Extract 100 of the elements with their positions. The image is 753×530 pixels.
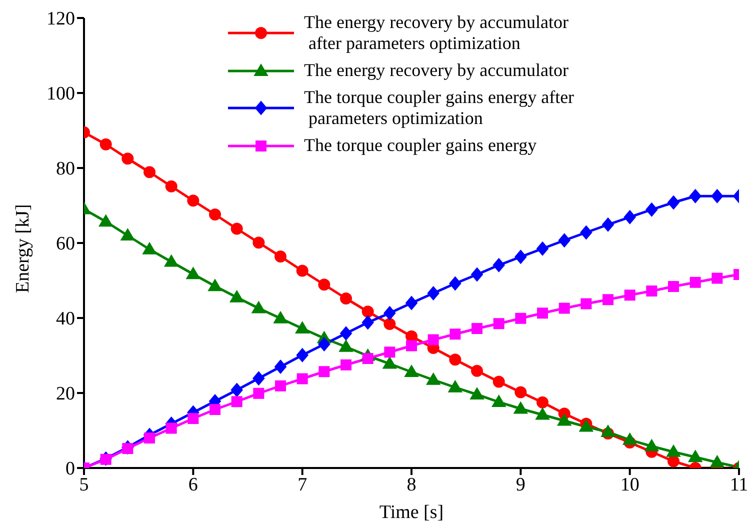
point (558, 302, 570, 314)
point (668, 196, 680, 210)
point (668, 455, 680, 468)
point (536, 396, 548, 408)
point (580, 226, 592, 240)
point (688, 450, 702, 462)
legend-label: The torque coupler gains energy after parameters optimization (304, 87, 574, 129)
point (296, 348, 308, 362)
point (144, 432, 155, 444)
legend-label: The energy recovery by accumulator (304, 60, 569, 81)
point (186, 267, 200, 280)
point (252, 301, 266, 314)
point (426, 372, 440, 385)
point (230, 383, 243, 397)
point (492, 258, 505, 272)
point (624, 290, 636, 301)
point (230, 222, 243, 235)
point (209, 208, 221, 220)
point (296, 264, 308, 277)
x-tick-label: 5 (79, 474, 89, 496)
point (165, 180, 178, 192)
point (274, 250, 286, 262)
point (712, 272, 723, 284)
x-axis-title: Time [s] (379, 502, 444, 523)
x-tick-label: 7 (298, 474, 308, 496)
point (471, 364, 483, 377)
point (339, 340, 353, 352)
point (274, 360, 286, 374)
point (514, 386, 527, 398)
point (536, 408, 550, 420)
point (362, 316, 374, 330)
point (144, 166, 156, 178)
point (624, 210, 636, 224)
point (492, 376, 505, 388)
point (384, 318, 396, 330)
point (668, 281, 679, 292)
point (295, 322, 310, 334)
point (318, 278, 330, 291)
point (689, 189, 702, 204)
point (666, 444, 680, 457)
point (210, 404, 220, 415)
point (711, 189, 724, 204)
point (558, 233, 570, 248)
point (274, 311, 288, 324)
point (644, 439, 659, 452)
point (100, 138, 112, 150)
point (646, 202, 658, 217)
y-tick-label: 120 (46, 8, 75, 30)
y-tick-label: 20 (56, 384, 75, 405)
point (406, 296, 418, 310)
point (164, 254, 178, 267)
point (514, 250, 527, 264)
legend-label: The torque coupler gains energy (304, 135, 537, 156)
y-axis-title: Energy [kJ] (12, 204, 34, 293)
x-tick-label: 8 (406, 474, 416, 496)
x-tick-label: 6 (188, 474, 198, 496)
y-tick-label: 60 (56, 234, 75, 255)
point (142, 242, 156, 254)
point (515, 312, 526, 324)
point (296, 373, 308, 384)
point (602, 294, 614, 306)
point (340, 326, 352, 340)
point (536, 242, 548, 256)
point (602, 218, 614, 232)
point (493, 318, 504, 330)
point (690, 276, 701, 288)
point (428, 334, 439, 346)
point (98, 214, 113, 227)
point (340, 359, 352, 370)
x-tick-label: 11 (730, 474, 748, 496)
point (230, 290, 244, 302)
point (622, 432, 637, 445)
point (188, 413, 199, 424)
point (514, 402, 528, 414)
point (252, 236, 265, 249)
y-tick-label: 40 (56, 308, 75, 330)
y-tick-label: 80 (56, 158, 75, 180)
legend-label: The energy recovery by accumulator after parameters optimization (304, 12, 569, 54)
point (340, 292, 352, 304)
point (384, 346, 396, 358)
x-tick-label: 9 (516, 474, 526, 496)
point (404, 365, 418, 377)
point (537, 308, 548, 319)
point (252, 371, 265, 386)
point (406, 340, 417, 352)
point (362, 306, 374, 318)
point (208, 279, 222, 292)
point (449, 354, 462, 366)
point (318, 366, 330, 378)
point (449, 276, 462, 290)
point (492, 395, 506, 407)
point (122, 152, 134, 165)
point (646, 286, 658, 296)
point (580, 298, 592, 310)
x-tick-label: 10 (620, 474, 640, 496)
y-tick-label: 100 (46, 84, 75, 105)
point (448, 380, 462, 392)
point (470, 388, 484, 400)
point (601, 425, 615, 437)
point (231, 396, 242, 408)
